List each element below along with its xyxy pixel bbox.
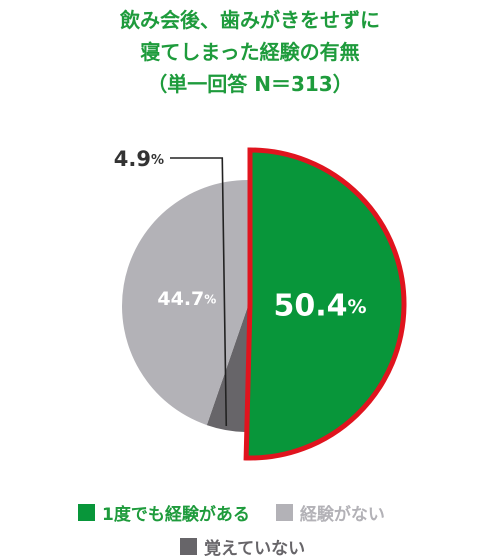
chart-title: 飲み会後、歯みがきをせずに 寝てしまった経験の有無 （単一回答 N＝313） bbox=[0, 4, 500, 100]
legend-item-experienced: 1度でも経験がある bbox=[78, 500, 250, 525]
legend-label-dont-remember: 覚えていない bbox=[204, 539, 306, 559]
pie-slice-2 bbox=[122, 180, 248, 426]
legend-row-2: 覚えていない bbox=[180, 534, 305, 559]
legend-swatch-experienced bbox=[78, 504, 95, 521]
title-line-3: （単一回答 N＝313） bbox=[147, 72, 353, 96]
legend-item-dont-remember: 覚えていない bbox=[180, 534, 305, 559]
legend-swatch-dont-remember bbox=[180, 538, 197, 555]
title-line-2: 寝てしまった経験の有無 bbox=[140, 40, 360, 64]
legend-item-not-experienced: 経験がない bbox=[275, 500, 385, 525]
legend-label-experienced: 1度でも経験がある bbox=[102, 505, 250, 525]
pie-slice-0 bbox=[243, 147, 407, 461]
legend-label-not-experienced: 経験がない bbox=[299, 505, 385, 525]
leader-line-1 bbox=[170, 157, 228, 427]
slice-label-2: 44.7% bbox=[157, 288, 216, 310]
slice-label-1: 4.9% bbox=[114, 147, 164, 171]
pie-slice-1 bbox=[206, 306, 248, 432]
legend-swatch-not-experienced bbox=[275, 504, 293, 521]
legend-row-1: 1度でも経験がある 経験がない bbox=[78, 500, 385, 525]
title-line-1: 飲み会後、歯みがきをせずに bbox=[120, 8, 380, 32]
